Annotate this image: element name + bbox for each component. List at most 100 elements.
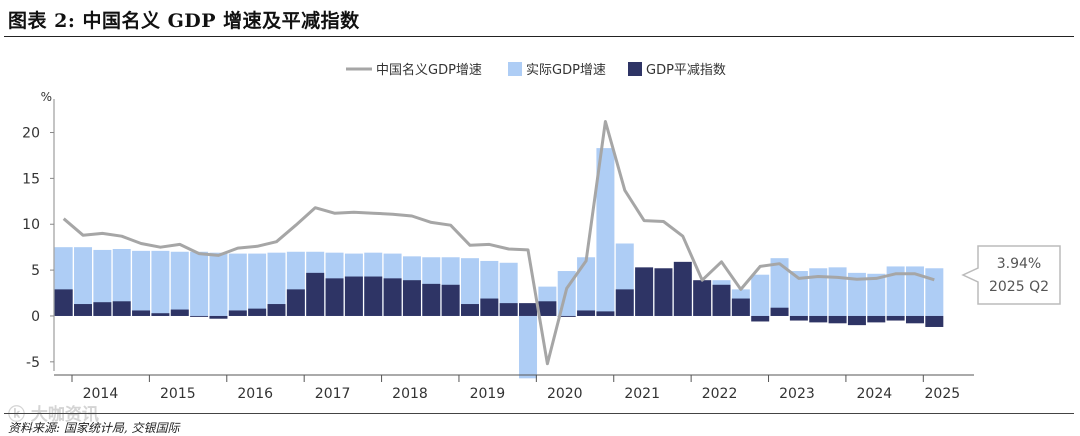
bar-deflator-2014Q2: [74, 304, 93, 316]
x-tick-label: 2014: [83, 386, 119, 402]
bar-deflator-2018Q4: [422, 283, 441, 316]
bar-deflator-2016Q1: [209, 315, 228, 319]
bar-deflator-2025Q1: [905, 315, 924, 324]
legend-label-deflator: GDP平减指数: [646, 63, 726, 78]
bar-deflator-2020Q4: [577, 310, 596, 316]
bar-real-2023Q1: [751, 274, 770, 316]
bar-deflator-2020Q2: [538, 301, 557, 316]
bar-real-2024Q2: [847, 272, 866, 316]
x-tick-label: 2016: [237, 386, 273, 402]
bar-deflator-2018Q2: [383, 278, 402, 316]
y-tick-label: 20: [22, 126, 40, 142]
bar-deflator-2020Q3: [557, 315, 576, 317]
legend-label-real: 实际GDP增速: [526, 63, 606, 78]
bar-deflator-2019Q2: [460, 304, 479, 316]
bar-deflator-2024Q1: [828, 315, 847, 324]
bar-real-2014Q2: [74, 247, 93, 316]
legend-swatch-real: [508, 62, 522, 76]
bar-deflator-2017Q4: [344, 276, 363, 316]
bar-deflator-2015Q4: [190, 315, 209, 317]
bar-real-2015Q1: [132, 250, 151, 316]
y-tick-label: 10: [22, 217, 40, 233]
bar-deflator-2015Q3: [170, 309, 189, 316]
bar-real-2023Q4: [809, 268, 828, 316]
y-unit-label: %: [41, 90, 52, 104]
bar-deflator-2019Q3: [480, 298, 499, 316]
y-tick-label: 5: [31, 263, 40, 279]
bar-real-2016Q4: [267, 252, 286, 316]
bar-deflator-2018Q1: [364, 276, 383, 316]
line-nominal-gdp: [62, 120, 935, 366]
bar-deflator-2017Q1: [286, 289, 305, 316]
legend-label-nominal: 中国名义GDP增速: [376, 62, 482, 78]
bar-deflator-2021Q2: [615, 289, 634, 316]
watermark: ⓚ 大咖资讯: [8, 405, 99, 425]
bar-real-2024Q4: [886, 266, 905, 316]
bar-real-2020Q1: [519, 315, 538, 379]
bar-deflator-2014Q3: [93, 302, 112, 316]
bar-real-2015Q3: [170, 251, 189, 316]
callout-box: [961, 245, 1061, 305]
bar-deflator-2021Q1: [596, 311, 615, 316]
bar-real-2023Q3: [789, 271, 808, 316]
bar-real-2023Q2: [770, 258, 789, 316]
bar-real-2016Q2: [228, 253, 247, 316]
bar-real-2021Q1: [596, 148, 615, 316]
y-tick-label: 15: [22, 171, 40, 187]
bar-deflator-2019Q1: [441, 284, 460, 316]
bar-deflator-2016Q4: [267, 304, 286, 316]
bar-deflator-2017Q3: [325, 278, 344, 316]
x-tick-label: 2023: [779, 386, 815, 402]
y-tick-label: -5: [26, 355, 40, 371]
bar-deflator-2018Q3: [402, 280, 421, 316]
callout-value: 3.94%: [997, 256, 1041, 272]
bar-real-2024Q3: [867, 273, 886, 316]
bar-deflator-2025Q2: [925, 315, 944, 327]
bar-real-2019Q2: [460, 258, 479, 316]
bar-real-2015Q4: [190, 251, 209, 316]
bar-deflator-2016Q2: [228, 310, 247, 316]
bar-deflator-2014Q1: [54, 289, 73, 316]
x-tick-label: 2015: [160, 386, 196, 402]
bar-real-2020Q4: [577, 257, 596, 316]
bar-deflator-2021Q3: [635, 267, 654, 316]
legend-swatch-deflator: [628, 62, 642, 76]
bar-deflator-2022Q1: [673, 261, 692, 316]
bar-deflator-2024Q3: [867, 315, 886, 323]
bar-deflator-2019Q4: [499, 303, 518, 316]
x-tick-label: 2018: [392, 386, 428, 402]
bar-deflator-2014Q4: [112, 301, 131, 316]
x-tick-label: 2025: [925, 386, 961, 402]
bottom-rule: [4, 413, 1074, 414]
x-tick-label: 2022: [702, 386, 738, 402]
bar-deflator-2017Q2: [306, 272, 325, 316]
title-rule: [4, 36, 1074, 37]
bar-real-2016Q1: [209, 252, 228, 316]
bar-real-2016Q3: [248, 253, 267, 316]
bar-real-2014Q3: [93, 249, 112, 316]
figure-title: 图表 2: 中国名义 GDP 增速及平减指数: [8, 10, 360, 32]
source-note: 资料来源: 国家统计局, 交银国际: [8, 421, 180, 435]
bar-deflator-2023Q1: [751, 315, 770, 322]
bar-deflator-2021Q4: [654, 268, 673, 316]
bar-deflator-2023Q4: [809, 315, 828, 323]
bar-deflator-2022Q3: [712, 284, 731, 316]
bar-deflator-2024Q4: [886, 315, 905, 321]
bar-deflator-2024Q2: [847, 315, 866, 326]
bar-deflator-2022Q2: [693, 280, 712, 316]
x-tick-label: 2024: [857, 386, 893, 402]
bar-deflator-2022Q4: [731, 298, 750, 316]
x-tick-label: 2020: [547, 386, 583, 402]
bar-deflator-2016Q3: [248, 308, 267, 316]
bar-real-2025Q1: [905, 266, 924, 316]
x-tick-label: 2019: [470, 386, 506, 402]
bar-real-2015Q2: [151, 250, 170, 316]
callout-period: 2025 Q2: [989, 279, 1049, 295]
bar-real-2024Q1: [828, 267, 847, 316]
bar-deflator-2015Q2: [151, 313, 170, 316]
bar-real-2014Q4: [112, 249, 131, 316]
bar-deflator-2023Q2: [770, 307, 789, 316]
bar-real-2019Q4: [499, 262, 518, 316]
x-tick-label: 2017: [315, 386, 351, 402]
